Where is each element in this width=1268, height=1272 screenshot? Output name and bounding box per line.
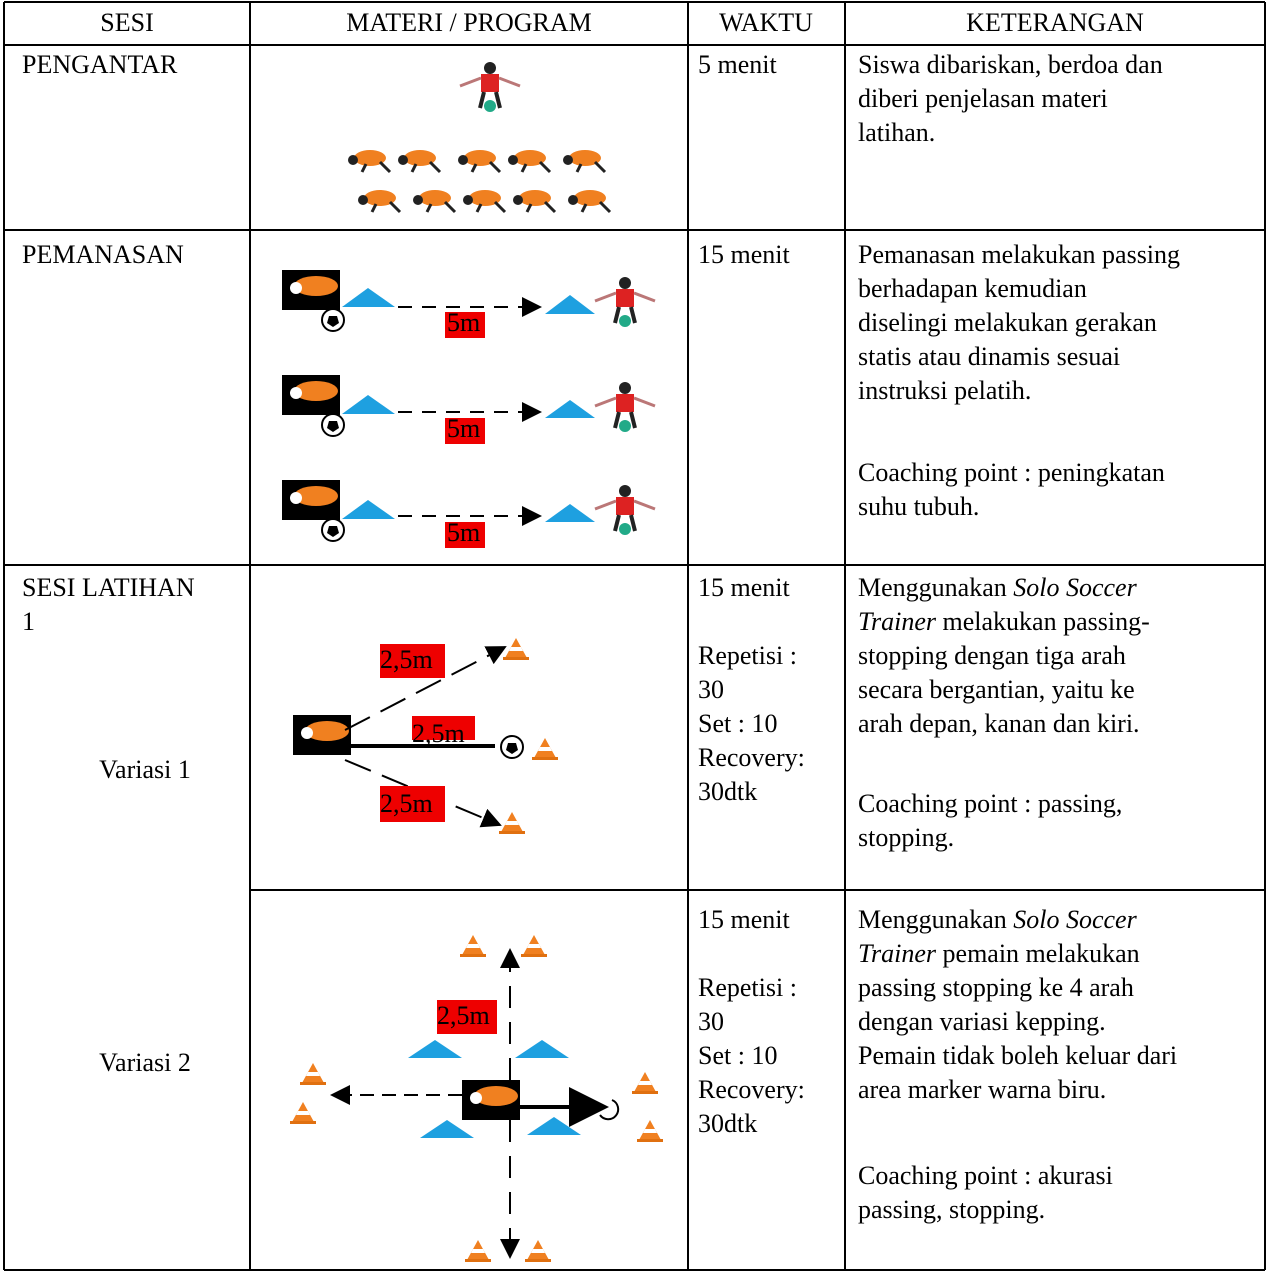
table-borders [3, 1, 1266, 1271]
description-line: Pemain tidak boleh keluar dari [858, 1041, 1178, 1070]
variation-name: Variasi 1 [99, 755, 191, 784]
distance-label: 2,5m [437, 1001, 490, 1030]
duration-line: Recovery: [698, 1075, 805, 1104]
duration-line: Recovery: [698, 743, 805, 772]
description-line: Trainer melakukan passing- [858, 605, 1150, 639]
header-cell: MATERI / PROGRAM [346, 8, 592, 37]
duration-line: 5 menit [698, 50, 777, 79]
duration-line: Repetisi : [698, 641, 797, 670]
distance-label: 2,5m [412, 719, 465, 748]
variation1-diagram: 2,5m 2,5m 2,5m [293, 638, 558, 834]
distance-label: 5m [447, 414, 480, 443]
session-name: PENGANTAR [22, 50, 178, 79]
description-line: secara bergantian, yaitu ke [858, 675, 1135, 704]
variation-name: Variasi 2 [99, 1048, 191, 1077]
description-line: Coaching point : passing, [858, 789, 1123, 818]
duration-line: Set : 10 [698, 709, 778, 738]
description-line: Menggunakan Solo Soccer [858, 571, 1137, 605]
distance-label: 5m [447, 518, 480, 547]
duration-line: 30dtk [698, 1109, 758, 1138]
header-cell: WAKTU [719, 8, 813, 37]
duration-line: 15 menit [698, 573, 790, 602]
description-line: berhadapan kemudian [858, 274, 1087, 303]
description-line: area marker warna biru. [858, 1075, 1107, 1104]
session-name: PEMANASAN [22, 240, 184, 269]
duration-line: 15 menit [698, 905, 790, 934]
header-cell: SESI [100, 8, 154, 37]
description-line: latihan. [858, 118, 936, 147]
header-cell: KETERANGAN [966, 8, 1144, 37]
distance-label: 2,5m [380, 789, 433, 818]
description-segment: Trainer [858, 607, 937, 636]
warmup-diagram: 5m 5m 5m [282, 270, 657, 548]
description-line: Coaching point : peningkatan [858, 458, 1165, 487]
description-segment: Solo Soccer [1013, 573, 1137, 602]
description-line: Trainer pemain melakukan [858, 937, 1140, 971]
description-line: stopping. [858, 823, 955, 852]
description-line: passing stopping ke 4 arah [858, 973, 1134, 1002]
description-line: passing, stopping. [858, 1195, 1046, 1224]
duration-line: 30dtk [698, 777, 758, 806]
description-line: statis atau dinamis sesuai [858, 342, 1121, 371]
description-line: stopping dengan tiga arah [858, 641, 1126, 670]
description-segment: Solo Soccer [1013, 905, 1137, 934]
intro-diagram [346, 60, 612, 214]
description-line: Pemanasan melakukan passing [858, 240, 1181, 269]
description-line: dengan variasi kepping. [858, 1007, 1106, 1036]
description-line: Menggunakan Solo Soccer [858, 903, 1137, 937]
duration-line: 30 [698, 1007, 724, 1036]
description-segment: Menggunakan [858, 905, 1014, 934]
session-name: 1 [22, 607, 35, 636]
duration-line: Repetisi : [698, 973, 797, 1002]
duration-line: Set : 10 [698, 1041, 778, 1070]
description-line: diselingi melakukan gerakan [858, 308, 1157, 337]
distance-label: 5m [447, 308, 480, 337]
duration-line: 15 menit [698, 240, 790, 269]
session-name: SESI LATIHAN [22, 573, 195, 602]
description-segment: Menggunakan [858, 573, 1014, 602]
description-segment: Trainer [858, 939, 937, 968]
description-line: Siswa dibariskan, berdoa dan [858, 50, 1163, 79]
description-line: Coaching point : akurasi [858, 1161, 1113, 1190]
description-line: instruksi pelatih. [858, 376, 1032, 405]
duration-line: 30 [698, 675, 724, 704]
description-line: diberi penjelasan materi [858, 84, 1108, 113]
description-line: arah depan, kanan dan kiri. [858, 709, 1140, 738]
description-line: suhu tubuh. [858, 492, 980, 521]
distance-label: 2,5m [380, 645, 433, 674]
variation2-diagram: 2,5m [290, 935, 663, 1262]
description-segment: pemain melakukan [936, 939, 1140, 968]
description-segment: melakukan passing- [936, 607, 1150, 636]
